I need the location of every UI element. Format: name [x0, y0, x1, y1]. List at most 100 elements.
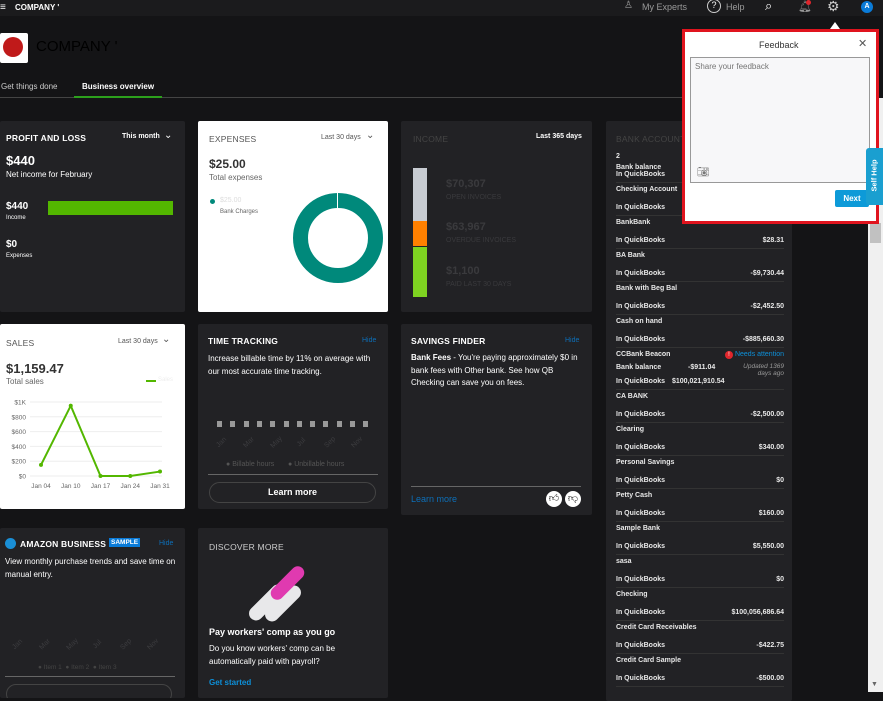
chevron-down-icon[interactable]: ⌄ — [366, 130, 375, 141]
my-experts-link[interactable]: My Experts — [642, 2, 688, 12]
bank-account-row[interactable]: sasa In QuickBooks $0 — [616, 555, 784, 588]
account-name: CCBank Beacon — [616, 351, 671, 358]
menu-icon[interactable]: ≡ — [0, 2, 6, 13]
in-quickbooks-label: In QuickBooks — [616, 411, 666, 418]
quickbooks-amount: $0 — [776, 477, 784, 484]
bank-account-row[interactable]: Credit Card Receivables In QuickBooks -$42… — [616, 621, 784, 654]
bank-account-row[interactable]: CCBank Beacon In QuickBooks! Needs attent… — [616, 348, 784, 390]
company-logo — [0, 33, 28, 63]
placeholder-bar — [283, 421, 289, 427]
scrollbar-thumb[interactable] — [870, 223, 881, 243]
hide-link[interactable]: Hide — [565, 337, 580, 344]
sales-data-point[interactable] — [98, 474, 103, 478]
thumbs-up-icon[interactable]: 👍︎ — [546, 491, 562, 507]
month-label: Nov — [350, 435, 365, 450]
expenses-donut-chart[interactable] — [293, 193, 383, 283]
open-invoices-value: $70,307 — [446, 178, 486, 190]
in-quickbooks-label: In QuickBooks — [616, 204, 666, 211]
sales-series-line[interactable] — [40, 403, 161, 477]
self-help-tab[interactable]: Self Help — [866, 148, 883, 205]
net-income-value: $440 — [6, 153, 35, 168]
scrollbar[interactable]: ▼ — [868, 98, 883, 692]
scroll-down-icon[interactable]: ▼ — [871, 681, 878, 688]
learn-more-button[interactable] — [6, 684, 172, 698]
placeholder-bar — [363, 421, 369, 427]
hide-link[interactable]: Hide — [159, 540, 174, 547]
period-dropdown[interactable]: This month — [122, 133, 160, 140]
period-dropdown[interactable]: Last 30 days — [118, 338, 158, 345]
thumbs-down-icon[interactable]: 👎︎ — [565, 491, 581, 507]
tab-get-things-done[interactable]: Get things done — [1, 82, 58, 91]
close-icon[interactable]: ✕ — [858, 38, 868, 50]
tab-business-overview[interactable]: Business overview — [82, 82, 155, 91]
needs-attention-link[interactable]: ! Needs attention — [725, 351, 784, 359]
in-quickbooks-label: In QuickBooks — [616, 675, 666, 682]
quickbooks-amount: -$2,500.00 — [750, 411, 784, 418]
card-title: PROFIT AND LOSS — [6, 133, 87, 143]
bank-account-row[interactable]: Cash on hand In QuickBooks -$885,660.30 — [616, 315, 784, 348]
bank-account-row[interactable]: CA BANK In QuickBooks -$2,500.00 — [616, 390, 784, 423]
in-quickbooks-label: In QuickBooks — [616, 444, 666, 451]
get-started-link[interactable]: Get started — [209, 678, 252, 687]
bank-account-row[interactable]: BankBank In QuickBooks $28.31 — [616, 216, 784, 249]
income-bar[interactable] — [48, 201, 173, 215]
bank-account-row[interactable]: Checking In QuickBooks $100,056,686.64 — [616, 588, 784, 621]
sales-data-point[interactable] — [39, 462, 43, 467]
legend-value: $25.00 — [220, 197, 242, 204]
in-quickbooks-label: In QuickBooks — [616, 237, 666, 244]
month-label: Jan — [11, 638, 25, 651]
discover-more-card: DISCOVER MORE Pay workers' comp as you g… — [198, 528, 388, 698]
bank-account-row[interactable]: Clearing In QuickBooks $340.00 — [616, 423, 784, 456]
placeholder-bar — [243, 421, 249, 427]
card-title: INCOME — [413, 134, 449, 144]
search-icon[interactable]: ⌕ — [765, 0, 773, 13]
sales-line-chart[interactable]: $0 $200 $400 $600 $800 $1K Jan 04 Jan 10 Jan 17 J… — [0, 394, 185, 509]
bank-account-row[interactable]: Sample Bank In QuickBooks $5,550.00 — [616, 522, 784, 555]
in-quickbooks-label: In QuickBooks — [616, 336, 666, 343]
open-invoices-bar[interactable] — [413, 168, 427, 221]
sales-data-point[interactable] — [158, 469, 162, 474]
legend-billable: ● Billable hours — [226, 461, 275, 468]
in-quickbooks-label: In QuickBooks — [616, 303, 666, 310]
month-label: Nov — [146, 637, 161, 652]
placeholder-bar — [296, 421, 302, 427]
month-label: May — [269, 435, 284, 450]
account-name: Credit Card Receivables — [616, 624, 697, 631]
feedback-textarea[interactable] — [690, 57, 870, 183]
period-dropdown[interactable]: Last 30 days — [321, 134, 361, 141]
overdue-invoices-bar[interactable] — [413, 221, 427, 246]
avatar[interactable]: A — [861, 1, 873, 13]
popup-arrow — [830, 22, 840, 29]
divider — [5, 676, 175, 677]
hide-link[interactable]: Hide — [362, 337, 377, 344]
legend-item: Item 1 — [43, 664, 62, 671]
learn-more-link[interactable]: Learn more — [411, 494, 458, 504]
bank-account-row[interactable]: Bank with Beg Bal In QuickBooks -$2,452.50 — [616, 282, 784, 315]
help-link[interactable]: Help — [726, 2, 745, 12]
card-title: SAVINGS FINDER — [411, 336, 486, 346]
next-button[interactable]: Next — [835, 190, 869, 207]
tabs-divider — [0, 97, 870, 98]
bank-account-row[interactable]: Petty Cash In QuickBooks $160.00 — [616, 489, 784, 522]
amazon-logo-icon — [5, 538, 16, 549]
paid-bar[interactable] — [413, 247, 427, 297]
chevron-down-icon[interactable]: ⌄ — [164, 130, 173, 141]
bank-account-row[interactable]: BA Bank In QuickBooks -$9,730.44 — [616, 249, 784, 282]
overdue-label: OVERDUE INVOICES — [446, 237, 517, 244]
learn-more-button[interactable]: Learn more — [209, 482, 376, 503]
bank-account-row[interactable]: Personal Savings In QuickBooks $0 — [616, 456, 784, 489]
month-labels: Jan Mar May Jul Sep Nov — [212, 435, 372, 453]
bank-account-row[interactable]: Credit Card Sample In QuickBooks -$500.00 — [616, 654, 784, 687]
gear-icon[interactable]: ⚙ — [827, 0, 840, 14]
active-tab-indicator — [74, 96, 162, 98]
divider — [208, 474, 378, 475]
chevron-down-icon[interactable]: ⌄ — [162, 334, 171, 345]
camera-icon[interactable]: 📷︎ — [697, 167, 710, 178]
month-label: Jul — [91, 638, 104, 651]
placeholder-bar — [230, 421, 236, 427]
quickbooks-amount: $100,021,910.54 — [672, 378, 725, 385]
help-icon[interactable]: ? — [707, 0, 721, 13]
sales-data-point[interactable] — [68, 403, 73, 408]
total-expenses-label: Total expenses — [209, 173, 263, 182]
sales-data-point[interactable] — [128, 474, 133, 478]
